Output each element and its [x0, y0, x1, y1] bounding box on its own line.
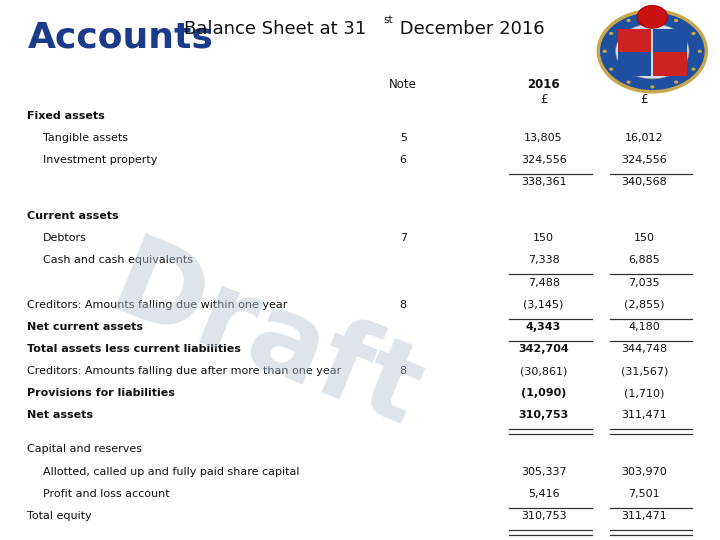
Text: 303,970: 303,970	[621, 467, 667, 477]
Text: Tangible assets: Tangible assets	[43, 133, 128, 143]
FancyBboxPatch shape	[618, 29, 652, 52]
Text: Allotted, called up and fully paid share capital: Allotted, called up and fully paid share…	[43, 467, 300, 477]
Text: 6,885: 6,885	[629, 255, 660, 266]
Text: 7,338: 7,338	[528, 255, 559, 266]
Circle shape	[603, 50, 607, 53]
Text: Profit and loss account: Profit and loss account	[43, 489, 170, 499]
Text: 13,805: 13,805	[524, 133, 563, 143]
Text: 4,180: 4,180	[629, 322, 660, 332]
Text: Investment property: Investment property	[43, 155, 158, 165]
Text: 8: 8	[400, 300, 407, 310]
Circle shape	[626, 80, 631, 84]
Text: Net assets: Net assets	[27, 410, 94, 421]
Text: (2,855): (2,855)	[624, 300, 665, 310]
Text: Cash and cash equivalents: Cash and cash equivalents	[43, 255, 193, 266]
Text: 5,416: 5,416	[528, 489, 559, 499]
Text: 7: 7	[400, 233, 407, 244]
Text: Provisions for liabilities: Provisions for liabilities	[27, 388, 175, 399]
Text: Balance Sheet at 31: Balance Sheet at 31	[184, 20, 366, 38]
FancyBboxPatch shape	[654, 52, 687, 76]
Text: 8: 8	[400, 366, 407, 376]
Text: 342,704: 342,704	[518, 344, 569, 354]
Text: 150: 150	[533, 233, 554, 244]
Text: Net current assets: Net current assets	[27, 322, 143, 332]
Text: 310,753: 310,753	[518, 410, 569, 421]
Text: Creditors: Amounts falling due after more than one year: Creditors: Amounts falling due after mor…	[27, 366, 341, 376]
Text: (1,090): (1,090)	[521, 388, 567, 399]
Circle shape	[650, 14, 654, 17]
Text: Total assets less current liabilities: Total assets less current liabilities	[27, 344, 241, 354]
Text: (3,145): (3,145)	[523, 300, 564, 310]
FancyBboxPatch shape	[654, 29, 687, 52]
Text: December 2016: December 2016	[394, 20, 544, 38]
Text: £: £	[540, 93, 547, 106]
Text: 324,556: 324,556	[621, 155, 667, 165]
Circle shape	[674, 80, 678, 84]
Circle shape	[637, 5, 667, 28]
Circle shape	[598, 11, 706, 92]
Text: £: £	[641, 93, 648, 106]
Text: Current assets: Current assets	[27, 211, 119, 221]
Text: Debtors: Debtors	[43, 233, 87, 244]
Text: Capital and reserves: Capital and reserves	[27, 444, 143, 455]
Text: 324,556: 324,556	[521, 155, 567, 165]
Text: (30,861): (30,861)	[520, 366, 567, 376]
Text: 7,501: 7,501	[629, 489, 660, 499]
Text: 344,748: 344,748	[621, 344, 667, 354]
Text: 2016: 2016	[527, 78, 560, 91]
Text: 310,753: 310,753	[521, 511, 567, 521]
Text: Draft: Draft	[96, 230, 436, 450]
Circle shape	[691, 32, 696, 35]
Text: Accounts: Accounts	[27, 21, 213, 55]
Text: 5: 5	[400, 133, 407, 143]
Circle shape	[698, 50, 702, 53]
Text: st: st	[384, 15, 393, 25]
Text: 340,568: 340,568	[621, 177, 667, 187]
Circle shape	[691, 68, 696, 71]
Text: Total equity: Total equity	[27, 511, 92, 521]
Circle shape	[609, 32, 613, 35]
Circle shape	[674, 19, 678, 22]
Text: 4,343: 4,343	[526, 322, 561, 332]
Circle shape	[626, 19, 631, 22]
Text: 6: 6	[400, 155, 407, 165]
Text: (1,710): (1,710)	[624, 388, 665, 399]
Text: Fixed assets: Fixed assets	[27, 111, 105, 121]
Circle shape	[609, 68, 613, 71]
Text: 311,471: 311,471	[621, 511, 667, 521]
Text: 338,361: 338,361	[521, 177, 567, 187]
FancyBboxPatch shape	[618, 52, 652, 76]
Text: Creditors: Amounts falling due within one year: Creditors: Amounts falling due within on…	[27, 300, 288, 310]
Text: 305,337: 305,337	[521, 467, 567, 477]
Circle shape	[650, 85, 654, 89]
Text: 7,488: 7,488	[528, 278, 559, 288]
Text: 7,035: 7,035	[629, 278, 660, 288]
Text: 2015: 2015	[629, 78, 660, 91]
Text: (31,567): (31,567)	[621, 366, 668, 376]
Text: Note: Note	[390, 78, 417, 91]
Text: 150: 150	[634, 233, 655, 244]
Text: 16,012: 16,012	[625, 133, 664, 143]
Circle shape	[616, 24, 689, 79]
Text: 311,471: 311,471	[621, 410, 667, 421]
